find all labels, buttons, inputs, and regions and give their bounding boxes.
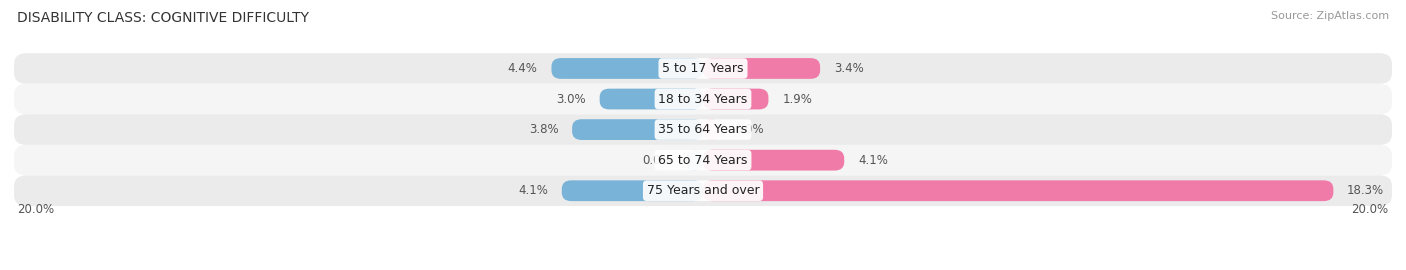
FancyBboxPatch shape — [686, 150, 703, 171]
FancyBboxPatch shape — [572, 119, 703, 140]
FancyBboxPatch shape — [562, 180, 703, 201]
Text: DISABILITY CLASS: COGNITIVE DIFFICULTY: DISABILITY CLASS: COGNITIVE DIFFICULTY — [17, 11, 309, 25]
FancyBboxPatch shape — [14, 176, 1392, 206]
Text: Source: ZipAtlas.com: Source: ZipAtlas.com — [1271, 11, 1389, 21]
Text: 4.1%: 4.1% — [858, 154, 887, 167]
Text: 0.0%: 0.0% — [734, 123, 763, 136]
Text: 1.9%: 1.9% — [782, 93, 813, 106]
FancyBboxPatch shape — [14, 114, 1392, 145]
Text: 20.0%: 20.0% — [1351, 203, 1389, 216]
Text: 5 to 17 Years: 5 to 17 Years — [662, 62, 744, 75]
Text: 18.3%: 18.3% — [1347, 184, 1385, 197]
FancyBboxPatch shape — [14, 53, 1392, 84]
FancyBboxPatch shape — [599, 89, 703, 109]
FancyBboxPatch shape — [703, 89, 769, 109]
FancyBboxPatch shape — [703, 58, 820, 79]
Text: 75 Years and over: 75 Years and over — [647, 184, 759, 197]
FancyBboxPatch shape — [703, 150, 844, 171]
Text: 3.0%: 3.0% — [557, 93, 586, 106]
Text: 4.1%: 4.1% — [519, 184, 548, 197]
FancyBboxPatch shape — [14, 145, 1392, 176]
Text: 0.0%: 0.0% — [643, 154, 672, 167]
Text: 4.4%: 4.4% — [508, 62, 537, 75]
Text: 18 to 34 Years: 18 to 34 Years — [658, 93, 748, 106]
FancyBboxPatch shape — [703, 119, 720, 140]
FancyBboxPatch shape — [14, 84, 1392, 114]
Text: 65 to 74 Years: 65 to 74 Years — [658, 154, 748, 167]
Text: 3.8%: 3.8% — [529, 123, 558, 136]
FancyBboxPatch shape — [551, 58, 703, 79]
Text: 3.4%: 3.4% — [834, 62, 863, 75]
Text: 20.0%: 20.0% — [17, 203, 55, 216]
Text: 35 to 64 Years: 35 to 64 Years — [658, 123, 748, 136]
FancyBboxPatch shape — [703, 180, 1333, 201]
Legend: Male, Female: Male, Female — [643, 266, 763, 270]
